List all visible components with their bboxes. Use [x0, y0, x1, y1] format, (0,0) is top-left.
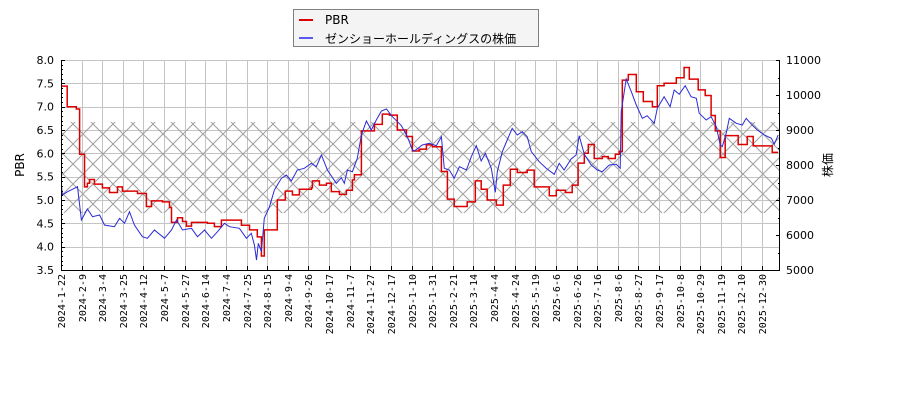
x-tick-label: 2025-5-19 [531, 274, 542, 328]
legend-swatch-pbr [299, 19, 313, 21]
x-tick-label: 2024-3-25 [119, 274, 130, 328]
x-tick-label: 2024-2-9 [78, 274, 89, 322]
x-tick-label: 2025-4-4 [490, 274, 501, 322]
x-tick-label: 2024-9-4 [284, 274, 295, 322]
x-tick-label: 2025-3-14 [469, 274, 480, 328]
left-y-tick-label: 4.5 [37, 217, 55, 230]
left-y-tick-label: 6.0 [37, 147, 55, 160]
left-y-tick-label: 3.5 [37, 264, 55, 277]
x-tick-label: 2025-12-30 [758, 274, 769, 334]
right-y-tick-label: 7000 [786, 194, 814, 207]
x-tick-label: 2024-8-15 [263, 274, 274, 328]
right-y-tick-label: 5000 [786, 264, 814, 277]
x-tick-label: 2025-1-10 [408, 274, 419, 328]
x-tick-label: 2025-12-10 [737, 274, 748, 334]
x-tick-label: 2024-7-4 [222, 274, 233, 322]
legend-item-stock-price: ゼンショーホールディングスの株価 [298, 29, 516, 47]
x-tick-label: 2024-11-27 [366, 274, 377, 334]
x-tick-label: 2024-9-26 [304, 274, 315, 328]
x-tick-label: 2024-3-4 [98, 274, 109, 322]
legend: PBR ゼンショーホールディングスの株価 [293, 9, 539, 47]
left-y-tick-label: 7.5 [37, 77, 55, 90]
x-axis-ticks: 2024-1-22 2024-2-9 2024-3-4 2024-3-25 2024-4… [57, 266, 769, 334]
right-y-tick-label: 8000 [786, 159, 814, 172]
series-layer [61, 66, 779, 261]
stock-price-line [61, 77, 779, 261]
x-tick-label: 2024-11-7 [346, 274, 357, 328]
x-tick-label: 2025-8-6 [614, 274, 625, 322]
x-tick-label: 2025-10-8 [676, 274, 687, 328]
x-tick-label: 2024-12-17 [387, 274, 398, 334]
legend-swatch-stock-price [299, 37, 313, 39]
x-tick-label: 2025-9-17 [655, 274, 666, 328]
x-tick-label: 2024-5-27 [181, 274, 192, 328]
left-y-tick-label: 5.5 [37, 171, 55, 184]
x-tick-label: 2025-2-21 [449, 274, 460, 328]
right-y-axis-label: 株価 [820, 153, 835, 177]
left-y-axis-ticks: 3.5 4.0 4.5 5.0 5.5 6.0 6.5 7.0 7.5 8.0 [37, 54, 65, 277]
x-tick-label: 2024-6-14 [201, 274, 212, 328]
x-tick-label: 2025-11-19 [717, 274, 728, 334]
left-y-tick-label: 6.5 [37, 124, 55, 137]
x-tick-label: 2024-7-25 [243, 274, 254, 328]
legend-label-stock-price: ゼンショーホールディングスの株価 [325, 31, 517, 46]
right-y-tick-label: 6000 [786, 229, 814, 242]
right-y-tick-label: 10000 [786, 89, 821, 102]
x-tick-label: 2024-10-17 [325, 274, 336, 334]
right-y-tick-label: 11000 [786, 54, 821, 67]
x-tick-label: 2025-1-31 [428, 274, 439, 328]
legend-label-pbr: PBR [325, 13, 349, 27]
x-tick-label: 2025-6-6 [552, 274, 563, 322]
x-tick-label: 2024-5-7 [160, 274, 171, 322]
left-y-tick-label: 4.0 [37, 241, 55, 254]
left-y-tick-label: 5.0 [37, 194, 55, 207]
left-y-tick-label: 7.0 [37, 101, 55, 114]
plot-area [61, 60, 779, 271]
x-tick-label: 2024-1-22 [57, 274, 68, 328]
range-band [61, 122, 779, 214]
left-y-axis-label: PBR [13, 153, 27, 177]
x-tick-label: 2025-8-27 [634, 274, 645, 328]
x-tick-label: 2025-4-24 [511, 274, 522, 328]
x-tick-label: 2025-7-16 [593, 274, 604, 328]
right-y-tick-label: 9000 [786, 124, 814, 137]
legend-item-pbr: PBR [298, 11, 349, 29]
x-tick-label: 2025-10-29 [696, 274, 707, 334]
x-tick-label: 2024-4-12 [139, 274, 150, 328]
right-y-axis-ticks: 5000 6000 7000 8000 9000 10000 11000 [776, 54, 821, 277]
x-tick-label: 2025-6-26 [573, 274, 584, 328]
left-y-tick-label: 8.0 [37, 54, 55, 67]
pbr-line [61, 66, 779, 257]
